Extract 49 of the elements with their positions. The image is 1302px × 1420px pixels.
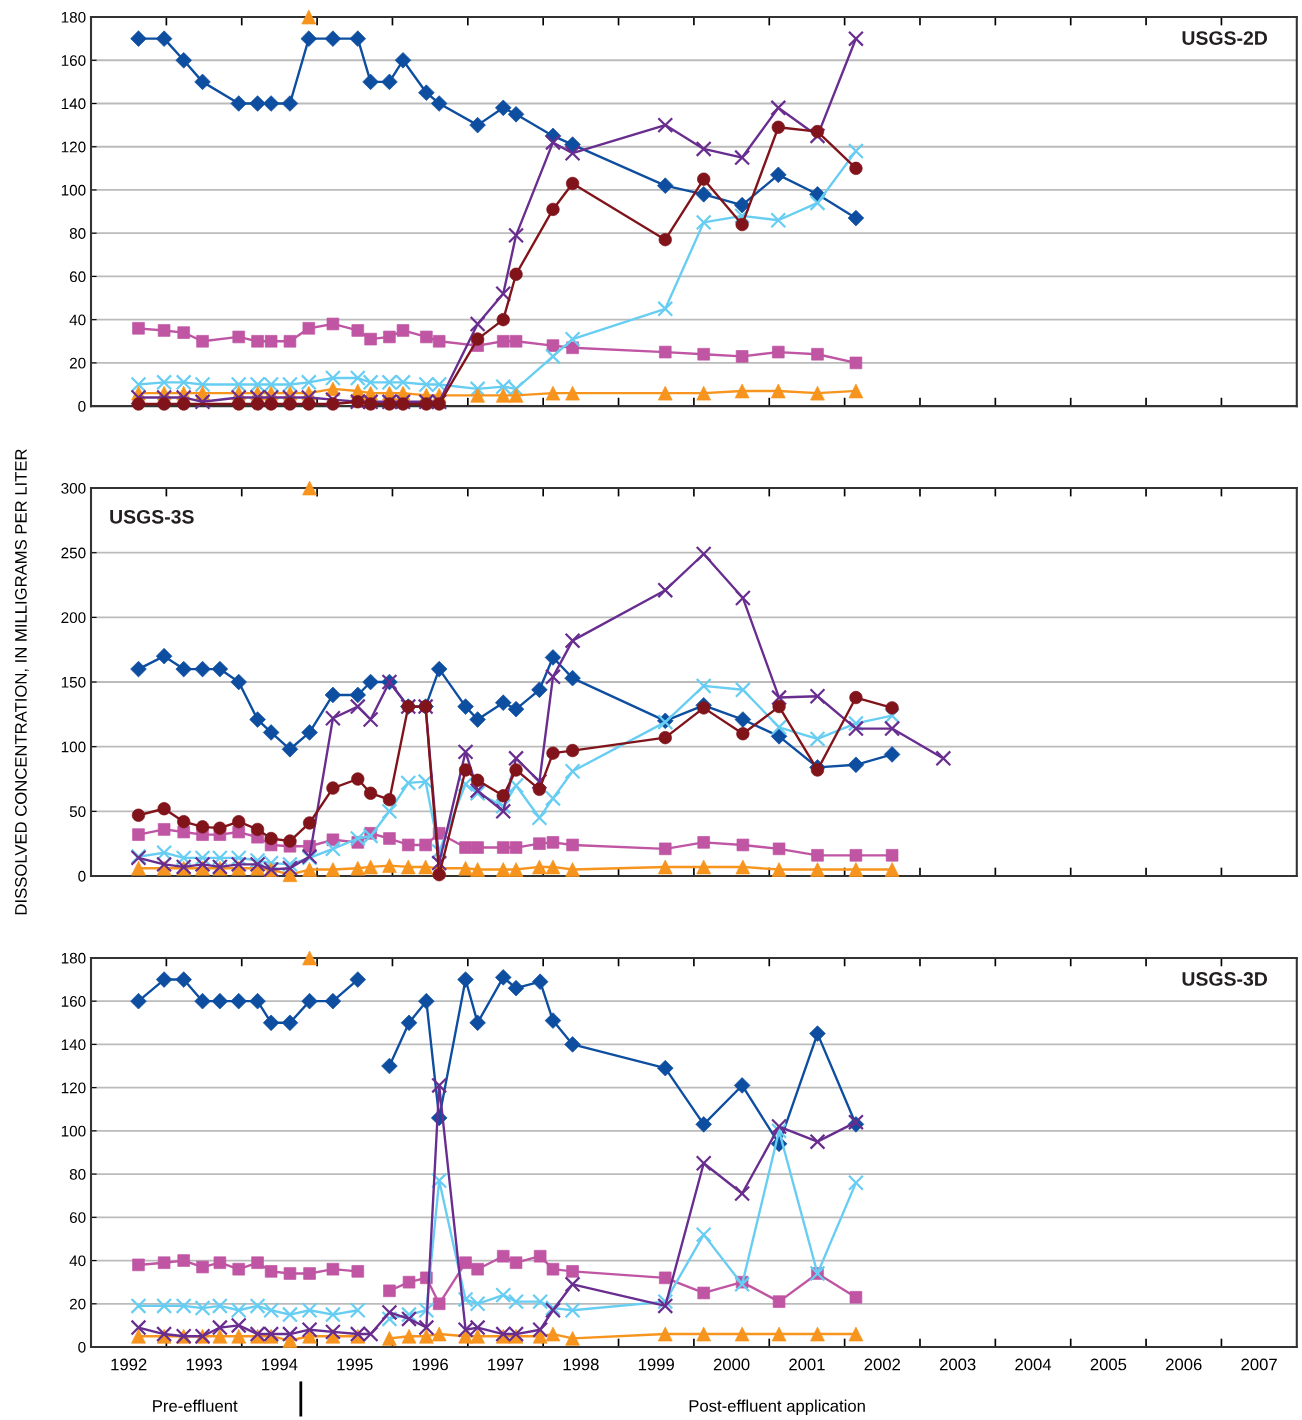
y-tick-label: 160 (61, 996, 86, 1007)
y-tick-label: 100 (61, 741, 86, 753)
x-tick-label: 1998 (563, 1358, 599, 1371)
y-tick-label: 300 (61, 482, 86, 494)
y-tick-label: 160 (61, 55, 86, 66)
y-tick-label: 60 (69, 1212, 86, 1223)
y-tick-label: 20 (69, 357, 86, 369)
text: USGS-3D (1182, 972, 1268, 986)
x-tick-label: 2006 (1166, 1358, 1202, 1371)
y-tick-label: 80 (69, 228, 86, 239)
text: Post-effluent application (689, 1399, 865, 1416)
y-tick-label: 140 (61, 98, 86, 110)
y-tick-label: 80 (69, 1168, 86, 1180)
y-tick-label: 0 (78, 870, 86, 882)
x-tick-label: 2000 (713, 1358, 750, 1371)
text: USGS-3S (110, 509, 194, 524)
x-tick-label: 1997 (488, 1358, 524, 1371)
x-tick-label: 2004 (1015, 1358, 1052, 1371)
y-tick-label: 120 (61, 141, 86, 153)
x-tick-label: 1996 (412, 1358, 448, 1371)
y-tick-label: 150 (61, 676, 86, 688)
x-tick-label: 1999 (638, 1358, 674, 1371)
y-tick-label: 0 (78, 1341, 86, 1353)
y-tick-label: 100 (61, 184, 86, 196)
x-tick-label: 1995 (337, 1358, 373, 1371)
y-tick-label: 200 (61, 612, 86, 624)
y-tick-label: 50 (69, 806, 86, 818)
y-tick-label: 250 (61, 547, 86, 559)
y-tick-label: 100 (61, 1125, 86, 1137)
x-tick-label: 2002 (864, 1358, 901, 1371)
x-tick-label: 2005 (1090, 1358, 1127, 1371)
y-tick-label: 40 (69, 1255, 86, 1267)
y-tick-label: 0 (78, 400, 86, 412)
x-tick-label: 1994 (262, 1358, 298, 1371)
y-tick-label: 60 (69, 271, 86, 283)
x-tick-label: 1992 (111, 1358, 147, 1371)
y-tick-label: 180 (61, 952, 86, 964)
x-tick-label: 2007 (1241, 1358, 1277, 1371)
text: Pre-effluent (153, 1399, 238, 1412)
text: USGS-2D (1182, 31, 1268, 45)
y-tick-label: 140 (61, 1039, 86, 1051)
x-tick-label: 2001 (789, 1358, 825, 1371)
x-tick-label: 1993 (186, 1358, 222, 1371)
y-tick-label: 120 (61, 1082, 86, 1094)
y-axis-title: DISSOLVED CONCENTRATION, IN MILLIGRAMS PER LITER (15, 449, 29, 915)
y-tick-label: 180 (61, 11, 86, 23)
y-tick-label: 40 (69, 314, 86, 326)
x-tick-label: 2003 (939, 1358, 976, 1371)
y-tick-label: 20 (69, 1298, 86, 1310)
